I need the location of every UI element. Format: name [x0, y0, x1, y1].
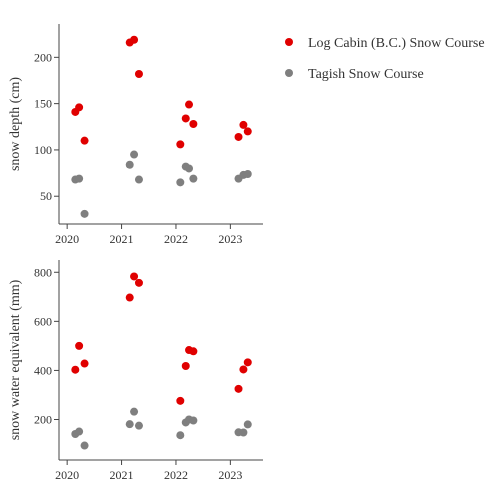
y-axis-title: snow depth (cm): [8, 77, 23, 171]
data-point[interactable]: [239, 428, 248, 437]
legend-label: Tagish Snow Course: [308, 67, 424, 82]
legend-marker: [285, 38, 293, 46]
legend-label: Log Cabin (B.C.) Snow Course: [308, 36, 485, 51]
data-point[interactable]: [125, 420, 134, 429]
legend-item-log-cabin[interactable]: Log Cabin (B.C.) Snow Course: [285, 36, 485, 51]
y-axis-title: snow water equivalent (mm): [8, 279, 23, 440]
data-point[interactable]: [134, 421, 143, 430]
data-point[interactable]: [134, 70, 143, 78]
data-point[interactable]: [234, 132, 243, 141]
data-point[interactable]: [185, 164, 194, 173]
series-log-cabin: [71, 272, 252, 405]
panel-2: 200 400 600 800 2020 2021 2022 2023 snow water e…: [8, 260, 263, 482]
x-tick-label: 2022: [164, 468, 188, 482]
data-point[interactable]: [75, 427, 84, 436]
data-point[interactable]: [189, 347, 198, 356]
x-tick-label: 2023: [218, 468, 242, 482]
panel-1: 50 100 150 200 2020 2021 2022 2023 snow depth (c…: [8, 24, 263, 246]
data-point[interactable]: [75, 341, 84, 350]
x-tick-label: 2020: [55, 232, 79, 246]
y-tick-label: 600: [34, 314, 52, 328]
data-point[interactable]: [71, 365, 80, 374]
data-point[interactable]: [80, 136, 89, 145]
data-point[interactable]: [176, 178, 185, 187]
data-point[interactable]: [185, 100, 194, 109]
y-tick-label: 150: [34, 97, 52, 111]
data-point[interactable]: [125, 160, 134, 169]
data-point[interactable]: [243, 170, 252, 178]
data-point[interactable]: [134, 175, 143, 184]
y-tick-label: 200: [34, 50, 52, 64]
data-point[interactable]: [176, 140, 185, 149]
data-point[interactable]: [243, 420, 252, 429]
y-tick-label: 800: [34, 265, 52, 279]
data-point[interactable]: [80, 441, 89, 450]
data-point[interactable]: [75, 174, 84, 183]
data-point[interactable]: [125, 293, 134, 302]
x-tick-label: 2020: [55, 468, 79, 482]
y-tick-label: 50: [40, 189, 52, 203]
data-point[interactable]: [189, 416, 198, 425]
data-point[interactable]: [130, 35, 139, 44]
x-tick-label: 2022: [164, 232, 188, 246]
series-log-cabin: [71, 35, 252, 149]
data-point[interactable]: [239, 120, 248, 129]
data-point[interactable]: [181, 362, 190, 371]
data-point[interactable]: [130, 150, 139, 159]
data-point[interactable]: [189, 120, 198, 128]
chart-legend[interactable]: Log Cabin (B.C.) Snow Course Tagish Snow …: [285, 36, 485, 82]
y-tick-label: 100: [34, 143, 52, 157]
data-point[interactable]: [176, 396, 185, 405]
series-tagish: [71, 150, 252, 218]
data-point[interactable]: [239, 365, 248, 374]
y-tick-label: 200: [34, 413, 52, 427]
legend-marker: [285, 69, 293, 77]
x-tick-label: 2021: [110, 468, 134, 482]
data-point[interactable]: [80, 209, 89, 218]
x-tick-label: 2021: [110, 232, 134, 246]
legend-item-tagish[interactable]: Tagish Snow Course: [285, 67, 424, 82]
data-point[interactable]: [176, 431, 185, 440]
x-tick-label: 2023: [218, 232, 242, 246]
data-point[interactable]: [243, 358, 252, 367]
data-point[interactable]: [130, 272, 139, 281]
data-point[interactable]: [80, 359, 89, 368]
data-point[interactable]: [130, 407, 139, 416]
data-point[interactable]: [134, 278, 143, 287]
data-point[interactable]: [243, 127, 252, 136]
y-tick-label: 400: [34, 363, 52, 377]
series-tagish: [71, 407, 252, 450]
data-point[interactable]: [181, 114, 190, 123]
data-point[interactable]: [75, 103, 84, 112]
data-point[interactable]: [189, 174, 198, 183]
data-point[interactable]: [234, 384, 243, 393]
